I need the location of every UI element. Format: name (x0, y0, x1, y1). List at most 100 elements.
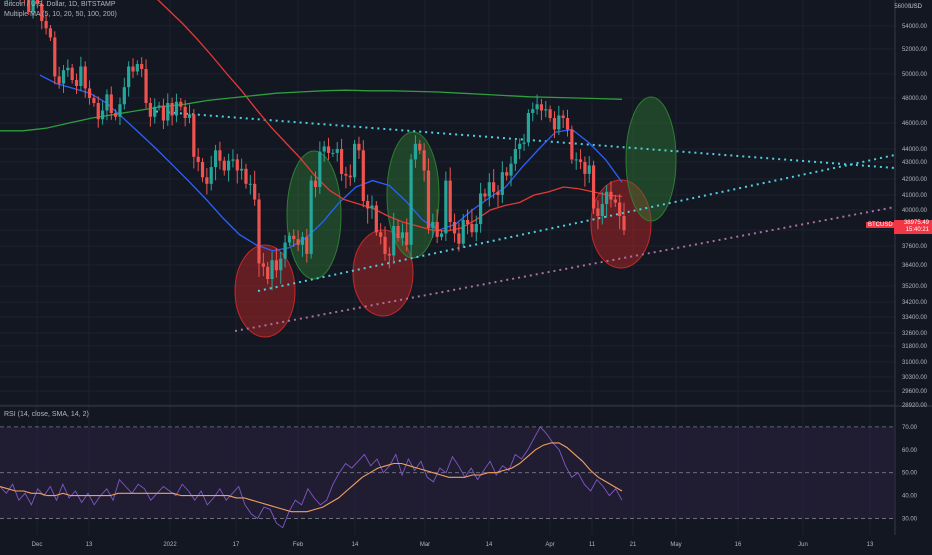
candle-body (244, 168, 248, 184)
highlight-ellipse-green (386, 131, 440, 259)
candle-body (622, 216, 626, 231)
candle-body (131, 66, 135, 72)
symbol-badge: BTCUSD (866, 222, 895, 228)
highlight-ellipse-red (352, 229, 414, 317)
candle-body (548, 109, 552, 118)
candle-body (205, 177, 209, 184)
candle-body (35, 0, 40, 4)
candle-body (344, 173, 348, 176)
candle-body (448, 180, 452, 222)
time-tick-label: Mar (420, 542, 430, 548)
candle-body (140, 64, 144, 69)
candle-body (235, 159, 239, 171)
candle-body (331, 152, 335, 154)
rsi-ma-line (0, 442, 623, 513)
time-tick-label: 14 (486, 542, 493, 548)
candle-body (122, 87, 126, 105)
time-tick-label: 13 (86, 542, 93, 548)
candle-body (70, 67, 74, 80)
price-tick-label: 29600.00 (902, 389, 928, 395)
candle-body (561, 115, 565, 118)
trendline-lower (257, 154, 896, 292)
chart-title: Bitcoin / U.S. Dollar, 1D, BITSTAMP (4, 1, 116, 8)
candle-body (157, 105, 161, 107)
price-tick-label-top: 56000 (894, 4, 911, 10)
candle-body (313, 180, 318, 187)
candle-body (200, 162, 205, 178)
candle-body (309, 180, 313, 254)
time-tick-label: Dec (32, 542, 43, 548)
candle-body (57, 76, 61, 84)
candle-body (66, 67, 70, 71)
rsi-tick-label: 30.00 (902, 517, 918, 523)
candle-body (118, 104, 122, 117)
candle-body (605, 191, 609, 204)
time-tick-label: Feb (293, 542, 304, 548)
highlight-ellipse-green (625, 96, 677, 222)
highlight-ellipse-green (286, 150, 342, 280)
candle-body (531, 109, 535, 113)
price-tick-label: 54000.00 (902, 24, 928, 30)
candle-body (74, 80, 79, 86)
candle-body (326, 146, 331, 153)
candle-body (40, 4, 44, 21)
candle-body (83, 66, 87, 89)
candle-body (439, 233, 444, 237)
candle-body (270, 260, 274, 279)
candle-body (44, 21, 48, 29)
candle-body (361, 150, 365, 201)
candle-body (613, 199, 617, 203)
candle-body (218, 150, 222, 161)
candle-body (300, 236, 305, 245)
time-tick-label: 2022 (163, 542, 177, 548)
price-tick-label: 34200.00 (902, 300, 928, 306)
rsi-lines (0, 426, 623, 529)
rsi-legend: RSI (14, close, SMA, 14, 2) (4, 411, 89, 418)
candle-body (409, 159, 413, 245)
candle-body (474, 224, 478, 233)
price-tick-label: 35200.00 (902, 284, 928, 290)
candle-body (505, 172, 509, 176)
candle-body (591, 165, 596, 209)
candle-body (187, 114, 192, 118)
candle-body (61, 70, 66, 84)
candle-body (383, 236, 387, 254)
highlight-ellipse-red (234, 244, 296, 338)
candle-body (335, 149, 339, 153)
candle-body (322, 146, 326, 152)
candle-body (53, 37, 57, 77)
candle-body (144, 69, 148, 103)
candle-body (570, 129, 574, 160)
rsi-tick-label: 50.00 (902, 471, 918, 477)
candle-body (48, 28, 53, 38)
price-tick-label: 41000.00 (902, 193, 928, 199)
candle-body (396, 226, 400, 238)
candle-body (596, 208, 600, 216)
candle-body (231, 159, 235, 161)
candle-body (470, 224, 474, 233)
price-countdown: 15:40:21 (905, 227, 929, 233)
rsi-band (0, 426, 895, 519)
price-tick-label: 43000.00 (902, 160, 928, 166)
candle-body (522, 142, 526, 144)
candle-body (435, 222, 439, 237)
candle-body (174, 101, 179, 116)
candle-body (161, 105, 166, 121)
price-tick-label: 37600.00 (902, 244, 928, 250)
time-tick-label: 11 (589, 542, 596, 548)
time-tick-label: 17 (233, 542, 240, 548)
candle-body (87, 88, 92, 98)
candle-body (318, 151, 322, 187)
candle-body (413, 143, 418, 160)
candle-body (405, 232, 409, 245)
price-tick-label: 48000.00 (902, 96, 928, 102)
time-tick-label: 16 (735, 542, 742, 548)
trendline-support (234, 206, 896, 332)
candle-body (31, 0, 35, 12)
candle-body (535, 104, 539, 110)
candle-body (261, 263, 265, 267)
trendline-upper (149, 110, 896, 169)
candle-body (557, 115, 561, 130)
